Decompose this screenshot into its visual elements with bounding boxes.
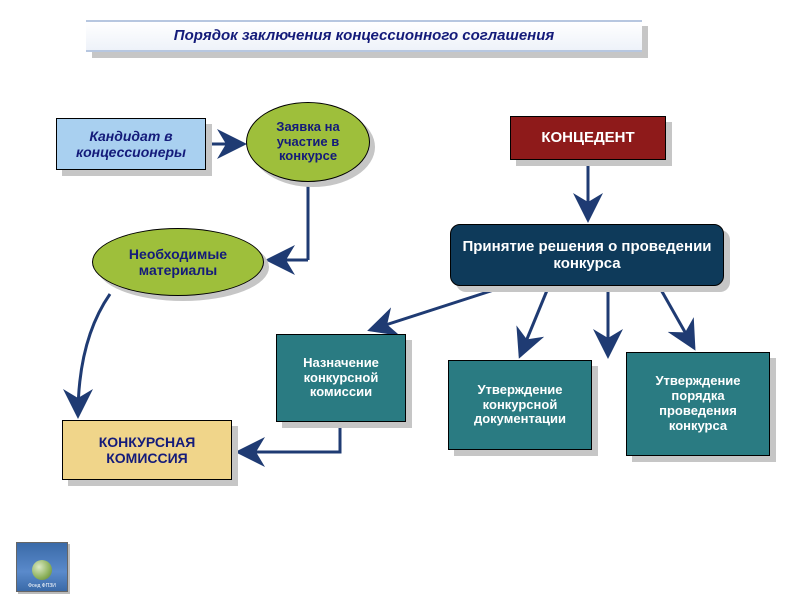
diagram-canvas: Порядок заключения концессионного соглаш… <box>0 0 800 600</box>
commission-box: КОНКУРСНАЯ КОМИССИЯ <box>62 420 232 480</box>
logo-text: Фонд ФПЗИ <box>28 583 56 589</box>
arrow-layer <box>0 0 800 600</box>
materials-ellipse: Необходимые материалы <box>92 228 264 296</box>
docs-box: Утверждение конкурсной документации <box>448 360 592 450</box>
application-ellipse: Заявка на участие в конкурсе <box>246 102 370 182</box>
decision-box: Принятие решения о проведении конкурса <box>450 224 724 286</box>
candidate-box: Кандидат в концессионеры <box>56 118 206 170</box>
diagram-title: Порядок заключения концессионного соглаш… <box>86 20 642 52</box>
appoint-box: Назначение конкурсной комиссии <box>276 334 406 422</box>
order-box: Утверждение порядка проведения конкурса <box>626 352 770 456</box>
footer-logo: Фонд ФПЗИ <box>16 542 68 592</box>
concedent-box: КОНЦЕДЕНТ <box>510 116 666 160</box>
globe-icon <box>32 560 52 580</box>
